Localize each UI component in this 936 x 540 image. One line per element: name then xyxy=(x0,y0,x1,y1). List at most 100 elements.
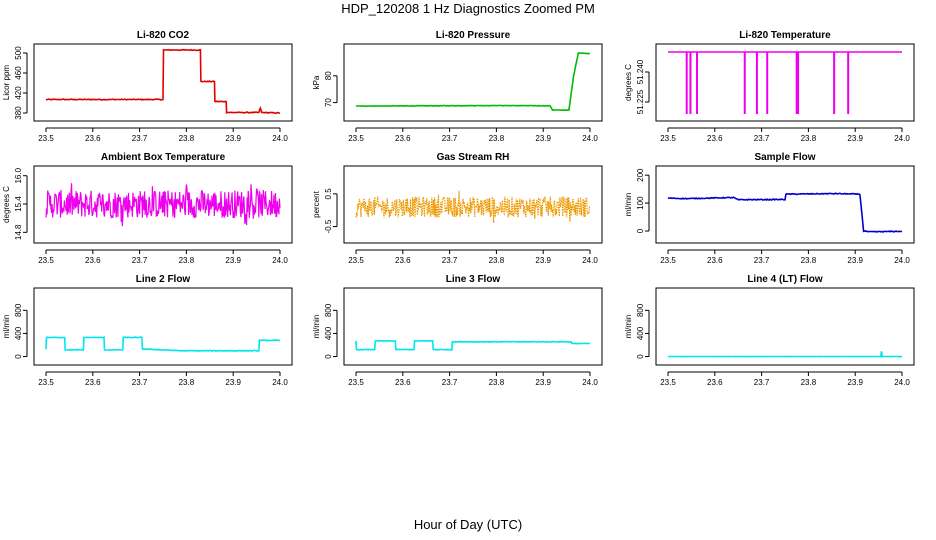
x-tick-label: 23.8 xyxy=(179,378,195,387)
plot-frame xyxy=(655,165,915,244)
x-tick-label: 23.9 xyxy=(225,378,241,387)
panel-title: Gas Stream RH xyxy=(437,152,510,163)
x-tick-label: 23.5 xyxy=(660,378,676,387)
y-tick-label: 14.8 xyxy=(14,224,23,240)
x-tick-label: 23.6 xyxy=(85,134,101,143)
x-tick-label: 23.7 xyxy=(754,378,770,387)
y-tick-label: 800 xyxy=(324,303,333,317)
y-axis-label: degrees C xyxy=(624,64,633,101)
y-axis-label: ml/min xyxy=(312,315,321,339)
y-tick-label: 800 xyxy=(636,303,645,317)
x-tick-label: 23.8 xyxy=(489,378,505,387)
y-tick-label: 70 xyxy=(324,98,333,107)
x-tick-label: 23.7 xyxy=(132,256,148,265)
y-axis-label: Licor ppm xyxy=(2,65,11,100)
data-series-line xyxy=(355,339,591,351)
y-tick-label: 15.4 xyxy=(14,196,23,212)
panel-title: Ambient Box Temperature xyxy=(101,152,226,163)
x-tick-label: 23.8 xyxy=(801,134,817,143)
x-tick-label: 23.9 xyxy=(535,256,551,265)
x-tick-label: 23.6 xyxy=(707,256,723,265)
panel-3: Li-820 Temperature 23.5 23.6 23.7 23.8 23.9 24… xyxy=(624,30,915,143)
plot-frame xyxy=(33,43,293,122)
y-tick-label: 0.5 xyxy=(324,188,333,200)
data-series-line xyxy=(45,183,281,227)
data-series-line xyxy=(667,192,903,233)
x-tick-label: 23.9 xyxy=(535,378,551,387)
plot-frame xyxy=(343,43,603,122)
panel-9: Line 4 (LT) Flow 23.5 23.6 23.7 23.8 23.9 24.0… xyxy=(624,274,915,387)
plot-frame xyxy=(343,165,603,244)
panel-6: Sample Flow 23.5 23.6 23.7 23.8 23.9 24.0 0 100 2… xyxy=(624,152,915,265)
panel-title: Line 2 Flow xyxy=(136,274,191,285)
x-tick-label: 23.8 xyxy=(801,256,817,265)
x-tick-label: 23.7 xyxy=(132,378,148,387)
x-tick-label: 23.7 xyxy=(442,256,458,265)
x-tick-label: 23.6 xyxy=(395,134,411,143)
x-tick-label: 23.8 xyxy=(489,134,505,143)
y-tick-label: 0 xyxy=(636,228,645,233)
data-series-line xyxy=(45,48,281,115)
y-tick-label: 100 xyxy=(636,196,645,210)
x-tick-label: 24.0 xyxy=(894,378,910,387)
y-axis-label: ml/min xyxy=(2,315,11,339)
x-tick-label: 23.6 xyxy=(395,256,411,265)
plot-frame xyxy=(33,287,293,366)
y-tick-label: 51.240 xyxy=(636,59,645,84)
y-axis-label: percent xyxy=(312,190,321,217)
x-tick-label: 23.5 xyxy=(660,134,676,143)
panel-title: Sample Flow xyxy=(754,152,815,163)
x-tick-label: 23.9 xyxy=(847,134,863,143)
x-tick-label: 23.9 xyxy=(535,134,551,143)
y-tick-label: 80 xyxy=(324,71,333,80)
x-tick-label: 23.8 xyxy=(801,378,817,387)
data-series-line xyxy=(668,351,903,358)
y-tick-label: 800 xyxy=(14,303,23,317)
y-tick-label: 500 xyxy=(14,46,23,60)
x-tick-label: 23.5 xyxy=(38,378,54,387)
x-tick-label: 23.8 xyxy=(489,256,505,265)
x-tick-label: 23.7 xyxy=(442,134,458,143)
plot-frame xyxy=(655,287,915,366)
x-tick-label: 23.7 xyxy=(754,134,770,143)
y-tick-label: 460 xyxy=(14,66,23,80)
x-tick-label: 23.9 xyxy=(847,256,863,265)
y-tick-label: 51.225 xyxy=(636,89,645,114)
x-tick-label: 24.0 xyxy=(272,378,288,387)
x-tick-label: 24.0 xyxy=(582,134,598,143)
y-tick-label: -0.5 xyxy=(324,219,333,233)
panel-title: Li-820 Pressure xyxy=(436,30,511,41)
x-tick-label: 24.0 xyxy=(894,134,910,143)
x-tick-label: 23.5 xyxy=(348,134,364,143)
plot-frame xyxy=(33,165,293,244)
panel-5: Gas Stream RH 23.5 23.6 23.7 23.8 23.9 24.0 -0.… xyxy=(312,152,603,265)
panel-2: Li-820 Pressure 23.5 23.6 23.7 23.8 23.9 24.0 7… xyxy=(312,30,603,143)
plot-frame xyxy=(655,43,915,122)
x-tick-label: 23.5 xyxy=(38,134,54,143)
x-tick-label: 23.5 xyxy=(348,378,364,387)
x-tick-label: 23.5 xyxy=(38,256,54,265)
x-axis-label: Hour of Day (UTC) xyxy=(413,517,523,532)
x-tick-label: 23.7 xyxy=(442,378,458,387)
y-tick-label: 400 xyxy=(14,326,23,340)
y-tick-label: 400 xyxy=(636,326,645,340)
x-tick-label: 23.9 xyxy=(225,256,241,265)
panel-title: Line 4 (LT) Flow xyxy=(747,274,823,285)
y-tick-label: 0 xyxy=(636,354,645,359)
panel-4: Ambient Box Temperature 23.5 23.6 23.7 23.8 2… xyxy=(2,152,293,265)
panel-title: Line 3 Flow xyxy=(446,274,501,285)
x-tick-label: 23.8 xyxy=(179,256,195,265)
x-tick-label: 24.0 xyxy=(272,134,288,143)
x-tick-label: 23.5 xyxy=(348,256,364,265)
x-tick-label: 24.0 xyxy=(582,378,598,387)
data-series-line xyxy=(45,335,280,352)
page-title: HDP_120208 1 Hz Diagnostics Zoomed PM xyxy=(341,1,595,16)
y-axis-label: kPa xyxy=(312,75,321,89)
y-tick-label: 420 xyxy=(14,86,23,100)
x-tick-label: 23.6 xyxy=(707,134,723,143)
x-tick-label: 24.0 xyxy=(582,256,598,265)
y-tick-label: 380 xyxy=(14,106,23,120)
x-tick-label: 23.7 xyxy=(132,134,148,143)
plot-frame xyxy=(343,287,603,366)
